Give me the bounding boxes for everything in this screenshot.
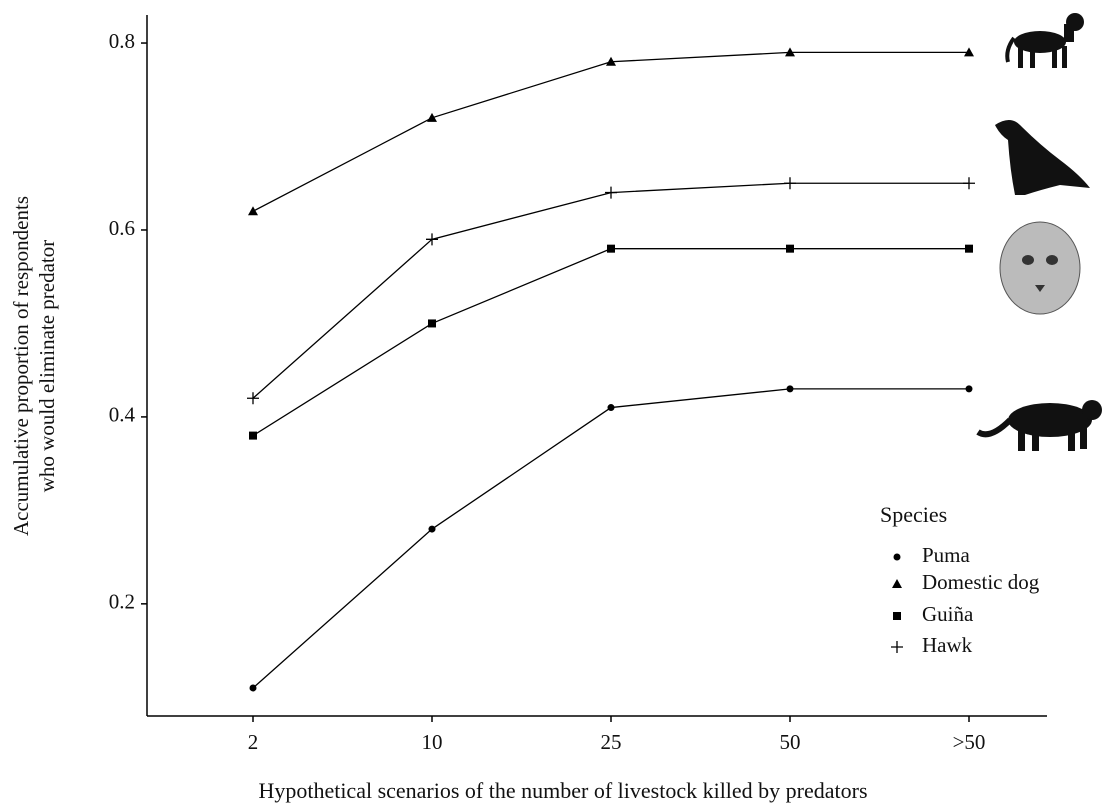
legend-marker	[891, 641, 903, 653]
marker	[964, 47, 974, 57]
legend-label: Hawk	[922, 633, 973, 657]
marker	[607, 404, 615, 412]
marker	[247, 392, 259, 405]
marker	[965, 385, 973, 393]
x-tick-label: 10	[422, 730, 443, 754]
marker	[248, 206, 258, 216]
marker	[427, 112, 437, 122]
marker	[786, 244, 794, 253]
legend-title: Species	[880, 502, 947, 527]
x-tick-label: 25	[601, 730, 622, 754]
x-axis-title: Hypothetical scenarios of the number of …	[258, 778, 867, 803]
hawk-icon	[995, 120, 1090, 195]
puma-icon	[976, 400, 1102, 451]
guina-icon	[999, 221, 1081, 315]
series-line	[252, 388, 969, 689]
marker	[607, 244, 615, 253]
x-tick-label: 2	[248, 730, 259, 754]
legend-label: Puma	[922, 543, 971, 567]
y-tick-label: 0.4	[109, 403, 136, 427]
y-axis-title: who would eliminate predator	[35, 240, 59, 493]
marker	[426, 233, 438, 246]
marker	[249, 684, 257, 692]
y-axis-title: Accumulative proportion of respondents	[9, 196, 33, 536]
dog-icon	[1005, 13, 1084, 68]
marker	[249, 431, 257, 440]
marker	[428, 525, 436, 533]
marker	[605, 186, 617, 199]
marker	[428, 319, 436, 328]
legend-marker	[893, 553, 901, 561]
marker	[784, 177, 796, 190]
legend-marker	[893, 612, 901, 620]
y-tick-label: 0.6	[109, 216, 135, 240]
legend-label: Guiña	[922, 602, 974, 626]
x-tick-label: 50	[780, 730, 801, 754]
marker	[965, 244, 973, 253]
marker	[786, 385, 794, 393]
legend-marker	[892, 579, 902, 588]
marker	[963, 177, 975, 190]
y-tick-label: 0.8	[109, 29, 135, 53]
x-tick-label: >50	[953, 730, 986, 754]
y-tick-label: 0.2	[109, 590, 135, 614]
series-line	[252, 182, 969, 399]
marker	[785, 47, 795, 57]
legend-label: Domestic dog	[922, 570, 1040, 594]
marker	[606, 56, 616, 66]
